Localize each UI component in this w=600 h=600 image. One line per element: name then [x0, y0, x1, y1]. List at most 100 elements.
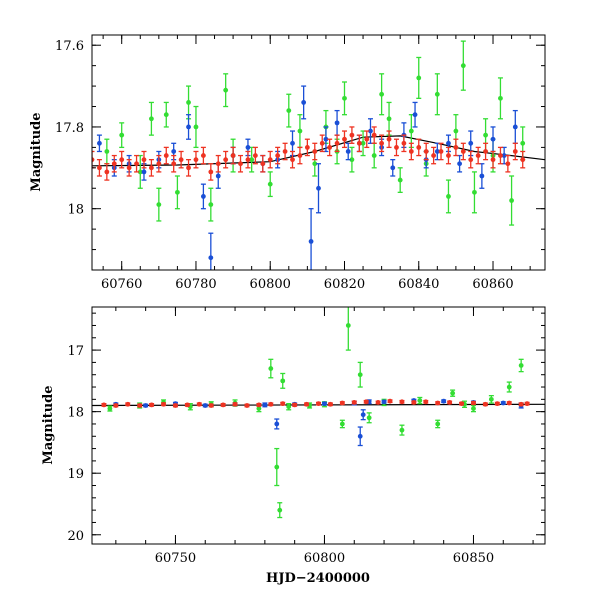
top-data-point	[304, 144, 310, 150]
top-data-point	[134, 161, 139, 167]
bottom-data-point	[143, 403, 149, 408]
top-plot-area	[92, 40, 545, 270]
top-data-point	[423, 149, 429, 154]
bottom-data-point	[292, 402, 298, 408]
top-data-point	[208, 169, 214, 175]
top-data-point	[126, 165, 132, 171]
bottom-data-point	[280, 401, 286, 407]
top-data-point	[141, 169, 147, 175]
bottom-data-point	[220, 402, 226, 408]
top-data-point	[141, 157, 147, 163]
bottom-data-point	[518, 401, 524, 407]
top-data-point	[390, 165, 396, 171]
top-data-point	[104, 169, 110, 175]
top-data-point	[323, 136, 329, 142]
bottom-panel: 60750 60800 60850 17 18 19 20 Magnitude HJD−24…	[41, 306, 546, 586]
top-data-point	[208, 202, 214, 208]
top-data-point	[267, 157, 273, 163]
top-data-point	[446, 153, 451, 158]
bottom-data-point	[351, 400, 357, 405]
top-data-point	[379, 91, 385, 97]
top-data-point	[245, 144, 251, 150]
top-data-point	[401, 140, 407, 146]
top-data-point	[483, 132, 488, 138]
top-data-point	[472, 189, 477, 195]
bottom-data-point	[399, 399, 405, 405]
top-data-point	[468, 140, 474, 146]
bottom-data-point	[411, 400, 417, 405]
bottom-data-point	[339, 400, 345, 406]
top-data-point	[483, 149, 488, 154]
top-data-point	[453, 144, 459, 150]
bottom-data-point	[268, 366, 274, 371]
top-data-point	[178, 157, 184, 163]
bottom-data-point	[339, 421, 345, 427]
top-data-point	[163, 112, 169, 118]
bottom-data-point	[387, 398, 393, 404]
bottom-data-point	[286, 404, 292, 410]
top-data-point	[290, 157, 295, 163]
bottom-data-point	[399, 427, 405, 433]
bottom-series-2	[101, 398, 530, 408]
top-data-point	[408, 128, 414, 134]
top-data-point	[438, 149, 444, 154]
bottom-data-point	[280, 378, 286, 384]
top-data-point	[156, 161, 162, 167]
top-data-point	[345, 149, 351, 154]
bottom-data-point	[256, 402, 262, 408]
top-data-point	[290, 140, 295, 146]
top-data-point	[286, 108, 292, 114]
top-data-point	[186, 165, 191, 171]
top-data-point	[498, 153, 503, 158]
top-data-point	[163, 153, 169, 158]
top-data-point	[297, 153, 303, 158]
top-y-tick-label: 18	[67, 203, 84, 218]
top-data-point	[186, 100, 191, 105]
top-series-2	[92, 126, 526, 181]
top-data-point	[119, 132, 125, 138]
top-data-point	[412, 112, 418, 118]
bottom-data-point	[363, 399, 369, 405]
bottom-data-point	[459, 401, 464, 407]
top-data-point	[520, 157, 526, 163]
top-data-point	[119, 157, 125, 163]
bottom-panel-frame	[91, 306, 546, 545]
top-data-point	[156, 202, 162, 208]
top-data-point	[137, 169, 143, 175]
top-data-point	[252, 153, 258, 158]
top-x-tick-label: 60760	[101, 277, 142, 292]
top-data-point	[223, 157, 229, 163]
top-y-axis-label: Magnitude	[29, 112, 44, 191]
top-data-point	[334, 120, 340, 126]
top-data-point	[327, 144, 333, 150]
bottom-x-tick-label: 60750	[155, 551, 196, 566]
bottom-data-point	[435, 400, 441, 406]
top-x-tick-label: 60780	[175, 277, 216, 292]
top-data-point	[512, 124, 518, 130]
bottom-data-point	[277, 507, 283, 513]
bottom-data-point	[488, 396, 494, 402]
top-data-point	[92, 157, 95, 163]
bottom-data-point	[208, 403, 214, 408]
top-axis-ticks: 60760 60780 60800 60820 60840 60860 17.6 17.8 18	[55, 35, 545, 292]
bottom-data-point	[506, 400, 512, 406]
top-data-point	[149, 116, 154, 122]
bottom-data-point	[375, 400, 381, 405]
top-data-point	[460, 149, 466, 154]
bottom-y-tick-label: 18	[67, 406, 84, 421]
top-data-point	[431, 153, 437, 158]
bottom-data-point	[471, 400, 476, 406]
bottom-data-point	[360, 412, 366, 418]
top-data-point	[416, 144, 422, 150]
top-data-point	[223, 87, 229, 93]
bottom-plot-area	[92, 307, 545, 519]
top-x-tick-label: 60820	[324, 277, 365, 292]
top-data-point	[249, 157, 255, 163]
bottom-data-point	[113, 403, 119, 408]
top-data-point	[275, 153, 281, 158]
top-data-point	[434, 91, 440, 97]
top-data-point	[111, 161, 117, 167]
bottom-data-point	[268, 401, 274, 407]
bottom-y-tick-label: 19	[67, 467, 84, 482]
